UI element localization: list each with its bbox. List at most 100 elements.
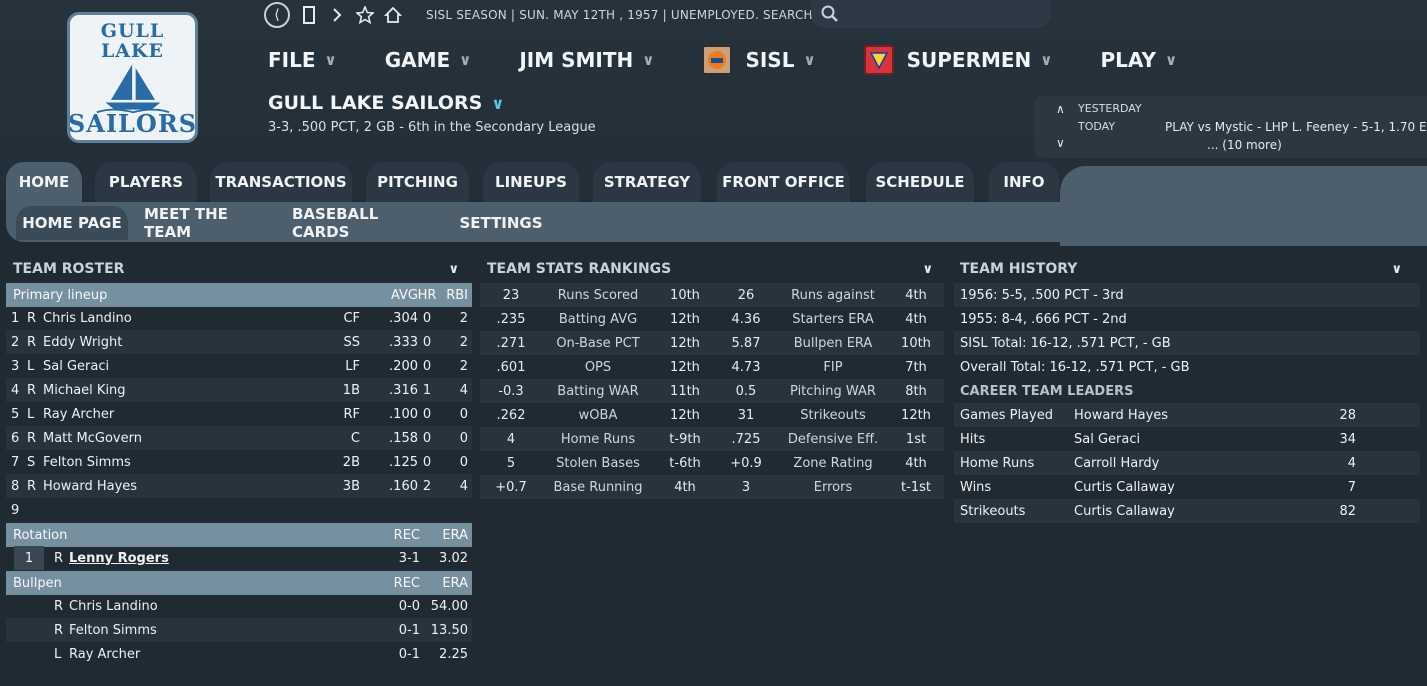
pitcher-name[interactable]: Ray Archer	[69, 646, 141, 662]
player-name[interactable]: Matt McGovern	[43, 430, 142, 446]
search-input[interactable]	[845, 7, 1035, 21]
bullpen-row[interactable]: R Chris Landino 0-0 54.00	[6, 594, 472, 618]
stat-label[interactable]: Zone Rating	[793, 455, 873, 471]
menu-file-label: FILE	[268, 48, 316, 72]
menu-game[interactable]: GAME ∨	[385, 48, 472, 72]
star-icon[interactable]	[356, 4, 374, 26]
player-name[interactable]: Howard Hayes	[43, 478, 138, 494]
pitcher-name[interactable]: Felton Simms	[69, 622, 157, 638]
pitcher-name[interactable]: Chris Landino	[69, 598, 158, 614]
rbi-column-header[interactable]: RBI	[446, 287, 468, 303]
stat-label[interactable]: OPS	[584, 359, 612, 375]
rec-column-header[interactable]: REC	[393, 527, 420, 543]
lineup-row[interactable]: 9	[6, 498, 472, 522]
chevron-down-icon[interactable]: ∨	[1391, 261, 1402, 277]
subtab-meet-the-team[interactable]: MEET THE TEAM	[144, 205, 228, 241]
stat-label[interactable]: Bullpen ERA	[793, 335, 873, 351]
tab-front-office[interactable]: FRONT OFFICE	[717, 162, 850, 202]
menu-manager[interactable]: JIM SMITH ∨	[519, 48, 654, 72]
chevron-down-icon: ∨	[491, 93, 505, 113]
back-button[interactable]: ⟨	[264, 2, 290, 28]
stat-label[interactable]: Defensive Eff.	[787, 431, 879, 447]
tab-players[interactable]: PLAYERS	[95, 162, 197, 202]
tab-pitching[interactable]: PITCHING	[366, 162, 469, 202]
leader-name[interactable]: Curtis Callaway	[1074, 503, 1175, 519]
player-name[interactable]: Eddy Wright	[43, 334, 123, 350]
stat-label[interactable]: Strikeouts	[800, 407, 866, 423]
player-name[interactable]: Ray Archer	[43, 406, 115, 422]
stat-label[interactable]: Batting WAR	[557, 383, 639, 399]
today-game[interactable]: PLAY vs Mystic - LHP L. Feeney - 5-1, 1.…	[1165, 120, 1427, 134]
player-name[interactable]: Sal Geraci	[43, 358, 110, 374]
player-rbi: 0	[459, 430, 468, 446]
stat-label[interactable]: Home Runs	[560, 431, 636, 447]
chevron-down-icon[interactable]: ∨	[448, 261, 459, 277]
tab-strategy[interactable]: STRATEGY	[593, 162, 701, 202]
team-logo[interactable]: GULL LAKE SAILORS	[67, 12, 198, 143]
team-title[interactable]: GULL LAKE SAILORS ∨	[268, 92, 504, 114]
menu-file[interactable]: FILE ∨	[268, 48, 337, 72]
lineup-row[interactable]: 4 R Michael King 1B .316 1 4	[6, 378, 472, 402]
stat-label[interactable]: On-Base PCT	[556, 335, 640, 351]
menu-league[interactable]: SISL ∨	[702, 45, 816, 75]
stat-label[interactable]: FIP	[823, 359, 843, 375]
breadcrumb[interactable]: SISL SEASON | SUN. MAY 12TH , 1957 | UNE…	[426, 8, 859, 22]
more-games-link[interactable]: ... (10 more)	[1207, 138, 1282, 152]
forward-icon[interactable]	[328, 4, 346, 26]
up-arrow-icon[interactable]: ∧	[1056, 102, 1065, 116]
bullpen-row[interactable]: R Felton Simms 0-1 13.50	[6, 618, 472, 642]
era-column-header[interactable]: ERA	[442, 527, 468, 543]
stat-label[interactable]: Runs Scored	[557, 287, 639, 303]
lineup-row[interactable]: 1 R Chris Landino CF .304 0 2	[6, 306, 472, 330]
pitcher-name-link[interactable]: Lenny Rogers	[69, 550, 169, 566]
tab-lineups[interactable]: LINEUPS	[483, 162, 579, 202]
tab-info[interactable]: INFO	[989, 162, 1059, 202]
subtab-home-page[interactable]: HOME PAGE	[16, 206, 128, 240]
leader-row[interactable]: Wins Curtis Callaway 7	[954, 475, 1420, 499]
lineup-row[interactable]: 8 R Howard Hayes 3B .160 2 4	[6, 474, 472, 498]
leader-row[interactable]: Hits Sal Geraci 34	[954, 427, 1420, 451]
search-bar[interactable]	[811, 0, 1051, 28]
bookmark-icon[interactable]	[300, 4, 318, 26]
leader-row[interactable]: Games Played Howard Hayes 28	[954, 403, 1420, 427]
bullpen-row[interactable]: L Ray Archer 0-1 2.25	[6, 642, 472, 666]
stat-label[interactable]: Stolen Bases	[556, 455, 640, 471]
home-icon[interactable]	[384, 4, 402, 26]
leader-name[interactable]: Curtis Callaway	[1074, 479, 1175, 495]
leader-name[interactable]: Sal Geraci	[1074, 431, 1141, 447]
tab-schedule[interactable]: SCHEDULE	[866, 162, 974, 202]
leader-row[interactable]: Strikeouts Curtis Callaway 82	[954, 499, 1420, 523]
era-column-header[interactable]: ERA	[442, 575, 468, 591]
rec-column-header[interactable]: REC	[393, 575, 420, 591]
player-name[interactable]: Chris Landino	[43, 310, 132, 326]
tab-transactions[interactable]: TRANSACTIONS	[210, 162, 352, 202]
menu-play[interactable]: PLAY ∨	[1100, 48, 1177, 72]
chevron-down-icon[interactable]: ∨	[922, 261, 933, 277]
player-name[interactable]: Felton Simms	[43, 454, 131, 470]
stat-label[interactable]: wOBA	[578, 407, 618, 423]
avg-column-header[interactable]: AVG	[390, 287, 418, 303]
stat-label[interactable]: Pitching WAR	[790, 383, 876, 399]
lineup-row[interactable]: 3 L Sal Geraci LF .200 0 2	[6, 354, 472, 378]
subtab-baseball-cards[interactable]: BASEBALL CARDS	[292, 205, 379, 241]
stat-label[interactable]: Errors	[813, 479, 853, 495]
lineup-row[interactable]: 6 R Matt McGovern C .158 0 0	[6, 426, 472, 450]
stat-label[interactable]: Base Running	[553, 479, 643, 495]
lineup-row[interactable]: 5 L Ray Archer RF .100 0 0	[6, 402, 472, 426]
leader-name[interactable]: Howard Hayes	[1074, 407, 1169, 423]
stat-label[interactable]: Batting AVG	[558, 311, 638, 327]
rotation-row[interactable]: 1 R Lenny Rogers 3-1 3.02	[6, 546, 472, 570]
tab-home[interactable]: HOME	[6, 162, 82, 202]
lineup-row[interactable]: 7 S Felton Simms 2B .125 0 0	[6, 450, 472, 474]
stat-label[interactable]: Starters ERA	[792, 311, 874, 327]
subtab-settings[interactable]: SETTINGS	[459, 214, 543, 232]
lineup-row[interactable]: 2 R Eddy Wright SS .333 0 2	[6, 330, 472, 354]
menu-team[interactable]: SUPERMEN ∨	[863, 45, 1052, 75]
hr-column-header[interactable]: HR	[417, 287, 437, 303]
stat-rank: 7th	[905, 359, 927, 375]
leader-name[interactable]: Carroll Hardy	[1074, 455, 1160, 471]
down-arrow-icon[interactable]: ∨	[1056, 136, 1065, 150]
leader-row[interactable]: Home Runs Carroll Hardy 4	[954, 451, 1420, 475]
stat-label[interactable]: Runs against	[791, 287, 875, 303]
player-name[interactable]: Michael King	[43, 382, 126, 398]
